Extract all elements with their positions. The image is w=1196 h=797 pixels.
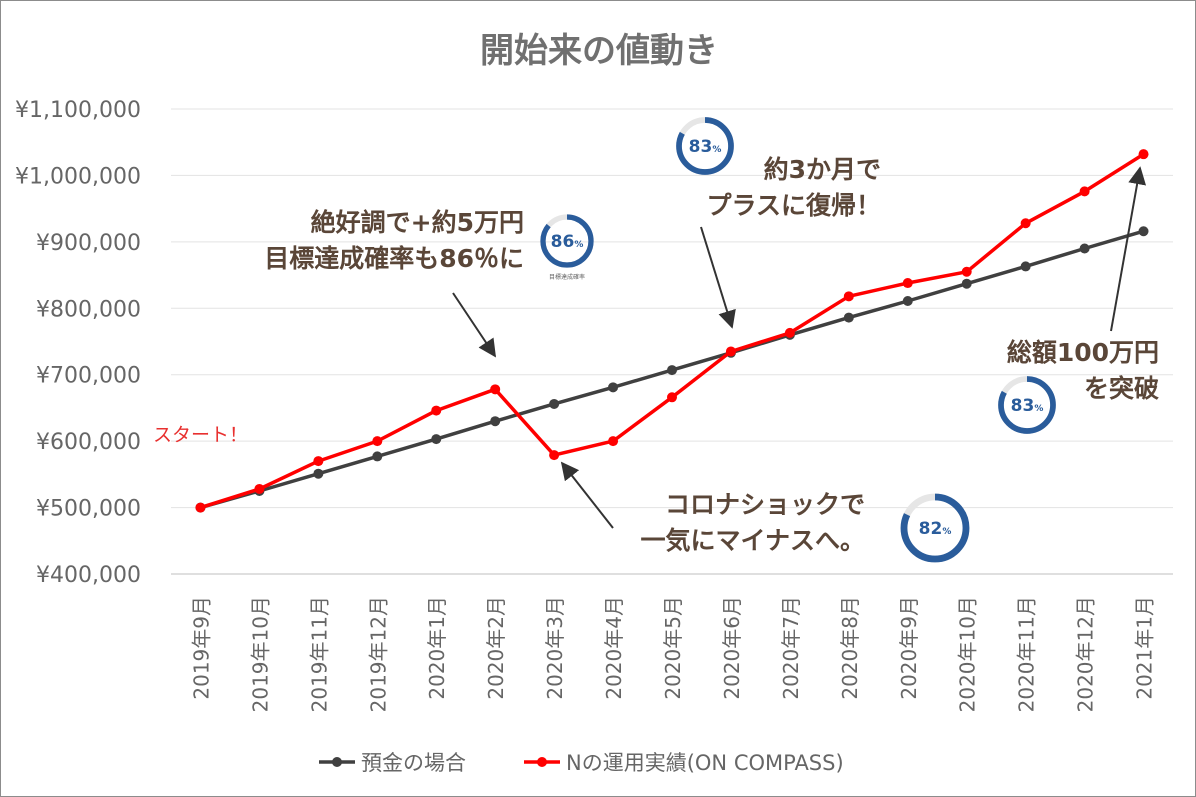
data-point-compass [490, 384, 501, 395]
legend-marker [332, 757, 342, 767]
annotation-crash-line2: 一気にマイナスへ。 [640, 526, 865, 555]
arrow-peak [452, 292, 496, 358]
data-point-deposit [313, 468, 324, 479]
annotation-start: スタート！ [153, 424, 248, 446]
x-tick-label: 2020年10月 [956, 596, 980, 712]
gauge-value: 83% [689, 137, 722, 157]
y-tick-label: ¥800,000 [36, 297, 141, 322]
gauge-progress-arc [900, 493, 970, 563]
data-point-deposit [667, 365, 677, 376]
data-point-compass [254, 483, 265, 494]
x-tick-label: 2020年7月 [779, 596, 803, 700]
x-tick-label: 2020年2月 [484, 596, 508, 700]
data-point-compass [195, 502, 206, 513]
x-tick-label: 2020年11月 [1015, 596, 1039, 712]
y-tick-label: ¥700,000 [36, 364, 141, 389]
data-point-deposit [902, 295, 913, 306]
x-tick-label: 2020年9月 [897, 596, 921, 700]
y-tick-label: ¥400,000 [36, 563, 141, 588]
data-point-deposit [431, 434, 442, 445]
data-point-deposit [1020, 261, 1031, 272]
x-tick-label: 2019年11月 [307, 596, 331, 712]
annotation-total-line2: を突破 [1084, 374, 1159, 403]
x-tick-label: 2019年12月 [366, 596, 390, 712]
gauge-caption: 目標達成確率 [549, 273, 585, 281]
data-point-compass [431, 405, 442, 416]
x-tick-label: 2020年8月 [838, 596, 862, 700]
gauge-progress-arc [540, 214, 594, 268]
data-point-compass [608, 436, 619, 447]
x-tick-label: 2020年6月 [720, 596, 744, 700]
annotation-recovery-line2: プラスに復帰！ [706, 191, 881, 220]
gauge-value: 82% [919, 519, 952, 539]
y-tick-label: ¥1,000,000 [15, 164, 141, 189]
data-point-deposit [549, 398, 560, 409]
gauge-value: 83% [1011, 396, 1044, 416]
x-tick-label: 2020年3月 [543, 596, 567, 700]
data-point-compass [902, 278, 913, 289]
data-point-compass [1079, 186, 1090, 197]
arrow-total [1110, 166, 1147, 332]
data-point-compass [667, 392, 677, 403]
annotation-crash-line1: コロナショックで [665, 490, 865, 519]
x-tick-label: 2020年1月 [425, 596, 449, 700]
data-point-deposit [961, 278, 972, 289]
annotation-recovery-line1: 約3か月で [764, 155, 881, 184]
x-tick-label: 2020年4月 [602, 596, 626, 700]
arrow-crash [560, 461, 614, 529]
data-point-compass [961, 266, 972, 277]
y-tick-label: ¥600,000 [36, 430, 141, 455]
gauge-progress-arc [676, 117, 734, 175]
data-point-deposit [1138, 226, 1149, 237]
data-point-compass [784, 327, 795, 338]
chart-title: 開始来の値動き [480, 31, 718, 71]
data-point-compass [372, 436, 383, 447]
gauge-value: 86% [551, 232, 584, 252]
data-point-compass [1020, 218, 1031, 229]
legend-label-compass: Nの運用実績(ON COMPASS) [566, 751, 844, 775]
x-tick-label: 2020年5月 [661, 596, 685, 700]
data-point-deposit [843, 312, 854, 323]
y-tick-label: ¥500,000 [36, 497, 141, 522]
data-point-compass [313, 456, 324, 467]
data-point-compass [725, 346, 736, 357]
data-point-deposit [490, 416, 501, 427]
x-tick-label: 2019年10月 [248, 596, 272, 712]
annotation-peak-line1: 絶好調で+約5万円 [311, 208, 524, 237]
y-tick-label: ¥1,100,000 [15, 98, 141, 123]
data-point-deposit [608, 382, 619, 393]
gauge-progress-arc [998, 376, 1056, 434]
data-point-compass [1138, 149, 1149, 160]
x-tick-label: 2021年1月 [1133, 596, 1157, 700]
legend-marker [537, 757, 547, 767]
arrow-recovery [700, 226, 736, 329]
annotation-total-line1: 総額100万円 [1007, 338, 1159, 367]
data-point-deposit [1079, 243, 1090, 254]
data-point-deposit [372, 451, 383, 462]
x-tick-label: 2020年12月 [1074, 596, 1098, 712]
annotation-peak-line2: 目標達成確率も86％に [264, 244, 524, 273]
data-point-compass [843, 291, 854, 302]
x-tick-label: 2019年9月 [189, 596, 213, 700]
y-tick-label: ¥900,000 [36, 231, 141, 256]
data-point-compass [549, 450, 560, 461]
legend-label-deposit: 預金の場合 [361, 751, 466, 775]
